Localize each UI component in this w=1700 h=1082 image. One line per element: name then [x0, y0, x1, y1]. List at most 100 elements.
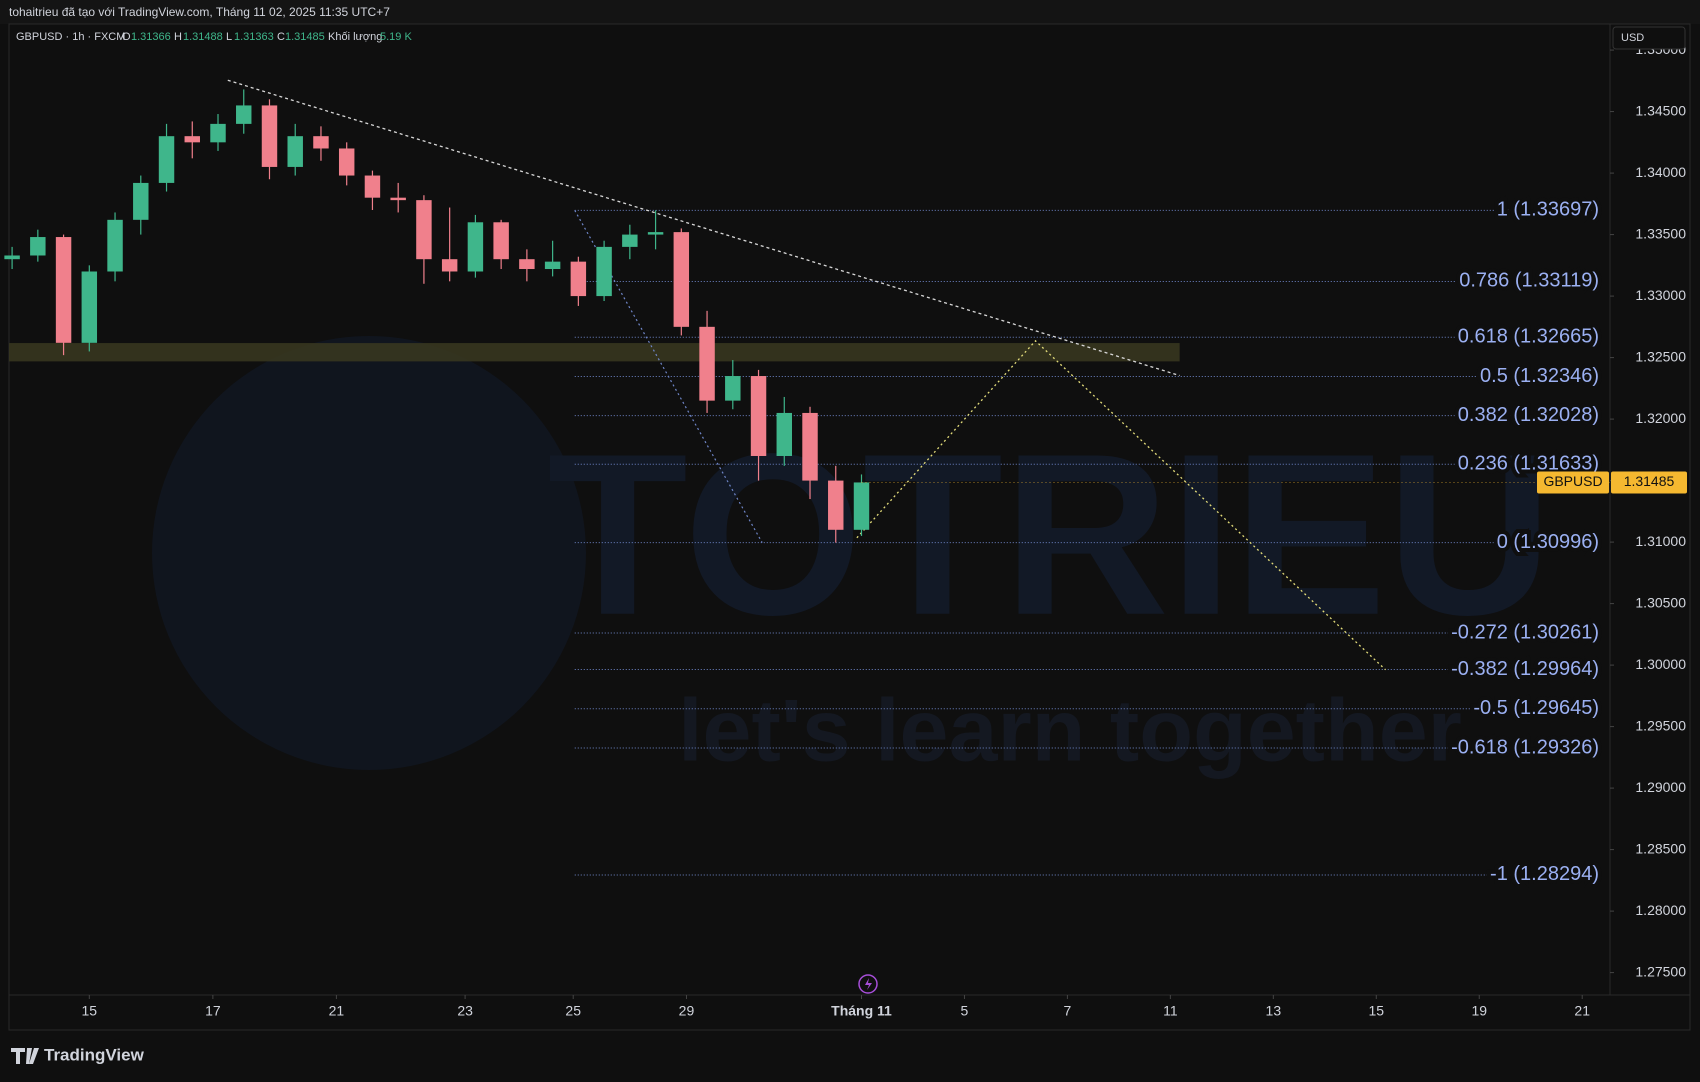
last-symbol: GBPUSD [1543, 473, 1602, 489]
candle-body [184, 136, 200, 143]
x-tick-label: 21 [1574, 1003, 1590, 1019]
legend: GBPUSD · 1h · FXCM O 1.31366 H 1.31488 L… [16, 31, 412, 43]
fib-label: -0.618 (1.29326) [1451, 736, 1599, 758]
footer [0, 1031, 1700, 1082]
fib-label: -0.272 (1.30261) [1451, 621, 1599, 643]
x-tick-label: 25 [565, 1003, 581, 1019]
y-tick-label: 1.29000 [1635, 779, 1686, 795]
x-tick-label: 11 [1163, 1003, 1178, 1019]
x-tick-label: 23 [457, 1003, 473, 1019]
last-symbol-box [1537, 471, 1609, 494]
candle-body [4, 255, 20, 260]
fib-label: 0.618 (1.32665) [1458, 326, 1599, 348]
event-icon[interactable] [858, 974, 878, 994]
candle-body [287, 136, 303, 167]
zone [9, 343, 1180, 362]
x-tick-label: 17 [205, 1003, 221, 1019]
candle-body [673, 232, 690, 327]
x-tick-label: 19 [1471, 1003, 1487, 1019]
y-tick-label: 1.33500 [1635, 225, 1686, 241]
candle-body [467, 222, 484, 272]
x-tick-label: 13 [1266, 1003, 1282, 1019]
legend-symbol: GBPUSD · 1h · FXCM [16, 31, 125, 43]
x-tick-label: Tháng 11 [831, 1003, 892, 1019]
y-tick-label: 1.32000 [1635, 410, 1686, 426]
y-tick-label: 1.33000 [1635, 287, 1686, 303]
last-price-box [1611, 471, 1687, 494]
legend-volume-label: Khối lượng [328, 31, 382, 43]
y-tick-label: 1.28500 [1635, 840, 1686, 856]
y-tick-label: 1.30000 [1635, 656, 1686, 672]
caption: tohaitrieu đã tạo với TradingView.com, T… [9, 5, 390, 19]
candle-body [802, 412, 818, 481]
x-tick-label: 29 [679, 1003, 695, 1019]
candle-body [390, 197, 406, 201]
currency-label[interactable]: USD [1621, 32, 1644, 44]
fib-anchor [574, 210, 763, 543]
chart-frame [8, 23, 1691, 1031]
legend-l-label: L [226, 31, 232, 43]
fib-label: -1 (1.28294) [1490, 863, 1599, 885]
y-tick-label: 1.32500 [1635, 348, 1686, 364]
x-tick-label: 15 [82, 1003, 98, 1019]
y-tick-label: 1.30500 [1635, 594, 1686, 610]
candle-body [261, 105, 278, 167]
y-tick-label: 1.28000 [1635, 902, 1686, 918]
candle-body [338, 148, 355, 176]
caption-bar [0, 0, 1700, 24]
fib-label: 1 (1.33697) [1497, 199, 1599, 221]
candle-body [107, 219, 123, 272]
event-bolt [865, 978, 872, 990]
legend-volume: 5.19 K [380, 31, 412, 43]
brand: TradingView [44, 1045, 145, 1064]
fib-label: 0.236 (1.31633) [1458, 453, 1599, 475]
candle-body [725, 376, 741, 401]
candle-body [570, 261, 587, 297]
currency-button[interactable] [1612, 26, 1686, 50]
candle-body [81, 271, 98, 343]
fib-label: 0.382 (1.32028) [1458, 404, 1599, 426]
legend-h: 1.31488 [183, 31, 223, 43]
projection [856, 339, 1386, 671]
y-tick-label: 1.29500 [1635, 717, 1686, 733]
watermark-logo [152, 336, 586, 770]
candle-body [519, 259, 535, 270]
candle-body [853, 482, 870, 530]
fib-label: -0.5 (1.29645) [1473, 697, 1599, 719]
x-tick-label: 21 [329, 1003, 345, 1019]
candle-body [750, 376, 767, 456]
candle-body [55, 237, 72, 343]
legend-o: 1.31366 [131, 31, 171, 43]
x-tick-label: 7 [1064, 1003, 1072, 1019]
candle-body [133, 182, 149, 220]
candle-body [699, 326, 715, 401]
y-tick-label: 1.34500 [1635, 102, 1686, 118]
legend-c-label: C [277, 31, 285, 43]
watermark-title: TOTRIEU [547, 406, 1552, 663]
candle-body [236, 105, 252, 124]
fib-label: 0.5 (1.32346) [1480, 365, 1599, 387]
candle-body [416, 200, 432, 260]
trendline [227, 79, 1180, 377]
legend-o-label: O [122, 31, 131, 43]
candle-body [210, 123, 226, 143]
candle-body [313, 136, 329, 149]
candle-body [493, 222, 509, 260]
x-tick-label: 5 [961, 1003, 969, 1019]
y-tick-label: 1.31000 [1635, 533, 1686, 549]
candle-body [30, 237, 46, 256]
candle-body [622, 234, 638, 247]
fib-label: 0 (1.30996) [1497, 531, 1599, 553]
candle-body [364, 175, 381, 198]
y-tick-label: 1.27500 [1635, 963, 1686, 979]
candle-body [441, 259, 458, 272]
candle-body [828, 480, 844, 530]
legend-l: 1.31363 [234, 31, 274, 43]
candle-body [596, 246, 612, 297]
x-tick-label: 15 [1368, 1003, 1384, 1019]
last-price: 1.31485 [1624, 473, 1675, 489]
fib-label: -0.382 (1.29964) [1451, 658, 1599, 680]
fib-label: 0.786 (1.33119) [1459, 270, 1599, 292]
